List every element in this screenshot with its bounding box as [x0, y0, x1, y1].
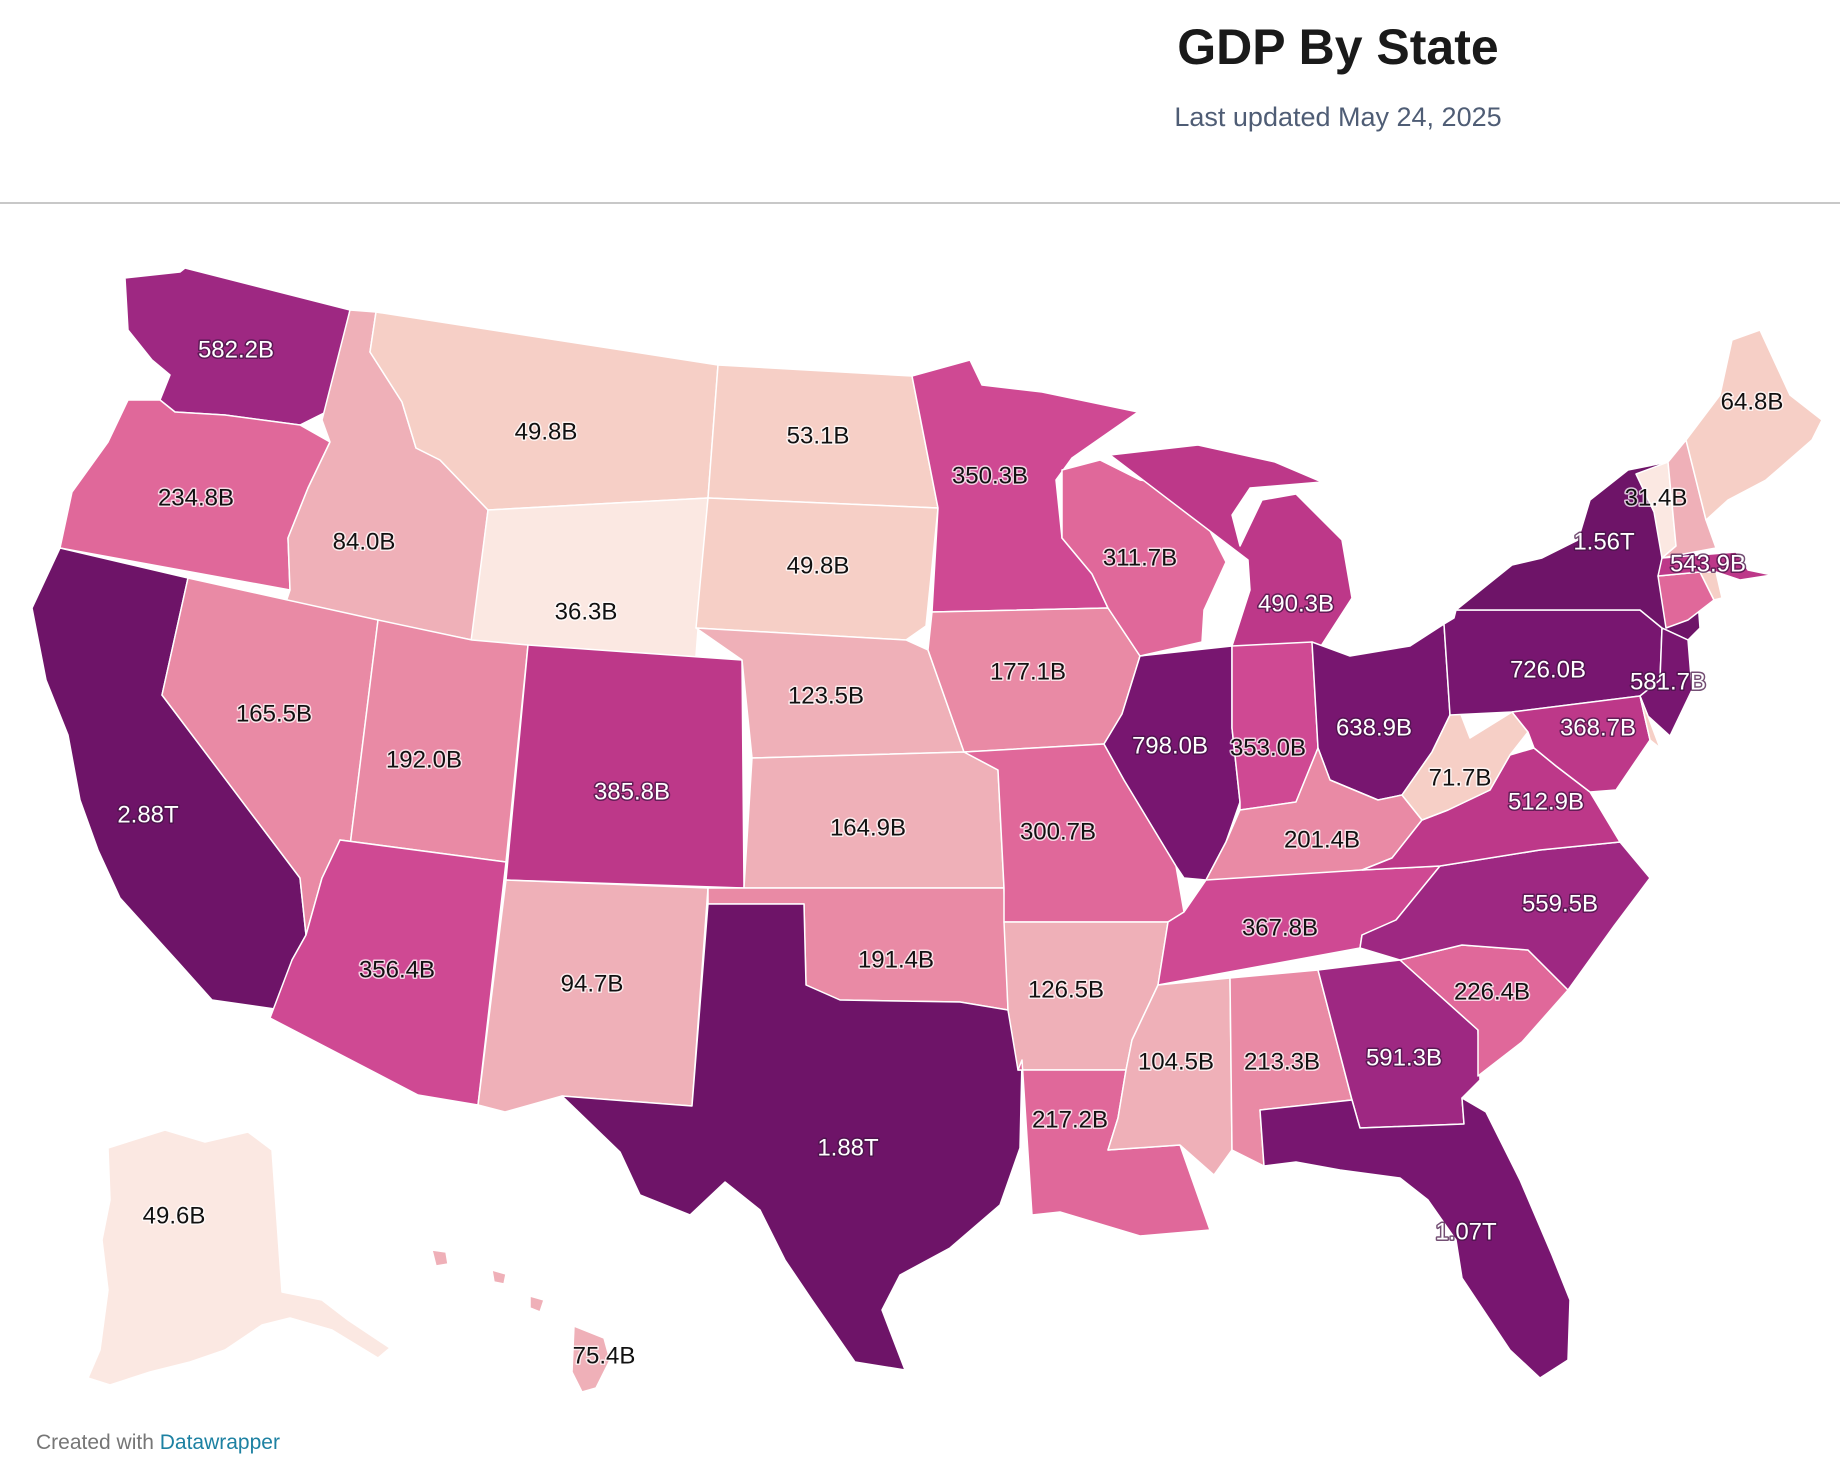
state-ma[interactable] — [1657, 551, 1773, 581]
chart-title: GDP By State — [1177, 19, 1499, 75]
state-label-ma: 543.9B — [1670, 551, 1746, 578]
state-label-ak: 49.6B — [143, 1203, 206, 1230]
state-label-vt: 31.4B — [1625, 485, 1688, 512]
state-hi[interactable] — [431, 1249, 611, 1393]
state-label-me: 64.8B — [1721, 389, 1784, 416]
state-label-ne: 123.5B — [788, 683, 864, 710]
footer-credit: Created with Datawrapper — [36, 1431, 280, 1455]
state-me[interactable] — [1685, 329, 1823, 521]
state-co[interactable] — [505, 644, 745, 889]
state-label-ut: 192.0B — [386, 747, 462, 774]
footer-prefix: Created with — [36, 1431, 154, 1454]
state-label-id: 84.0B — [333, 529, 396, 556]
us-choropleth-map: 582.2B 234.8B 2.88T 84.0B 165.5B 49.8B 36.3B 19… — [31, 267, 1823, 1393]
state-label-ar: 126.5B — [1028, 977, 1104, 1004]
state-label-md: 368.7B — [1560, 715, 1636, 742]
state-label-wi: 311.7B — [1103, 545, 1177, 572]
state-label-co: 385.8B — [594, 779, 670, 806]
state-az[interactable] — [269, 839, 507, 1106]
state-label-nc: 559.5B — [1522, 891, 1598, 918]
state-label-or: 234.8B — [158, 485, 234, 512]
state-label-sc: 226.4B — [1454, 979, 1530, 1006]
state-label-mn: 350.3B — [952, 463, 1028, 490]
state-label-tn: 367.8B — [1242, 915, 1318, 942]
state-label-va: 512.9B — [1508, 789, 1584, 816]
state-ak[interactable] — [87, 1129, 391, 1386]
chart-subtitle: Last updated May 24, 2025 — [1174, 102, 1502, 132]
state-label-wy: 36.3B — [555, 599, 618, 626]
state-label-nm: 94.7B — [561, 971, 624, 998]
state-label-sd: 49.8B — [787, 553, 850, 580]
state-label-mt: 49.8B — [515, 419, 578, 446]
state-mi[interactable] — [1109, 444, 1353, 666]
state-label-ms: 104.5B — [1138, 1049, 1214, 1076]
state-ms[interactable] — [1107, 977, 1233, 1176]
state-label-nd: 53.1B — [787, 423, 850, 450]
state-label-ga: 591.3B — [1366, 1045, 1442, 1072]
state-label-ks: 164.9B — [830, 815, 906, 842]
state-tx[interactable] — [561, 903, 1023, 1371]
state-label-in: 353.0B — [1230, 735, 1306, 762]
header-divider — [0, 202, 1840, 204]
state-label-mo: 300.7B — [1020, 819, 1096, 846]
state-nj[interactable] — [1639, 627, 1693, 737]
state-label-mi: 490.3B — [1258, 591, 1334, 618]
state-sd[interactable] — [695, 497, 939, 641]
state-label-al: 213.3B — [1244, 1049, 1320, 1076]
state-label-ok: 191.4B — [858, 947, 934, 974]
state-label-ia: 177.1B — [990, 659, 1066, 686]
state-label-nv: 165.5B — [236, 701, 312, 728]
state-label-ny: 1.56T — [1573, 529, 1635, 556]
state-label-wv: 71.7B — [1429, 765, 1492, 792]
state-label-ca: 2.88T — [117, 802, 179, 829]
state-label-oh: 638.9B — [1336, 715, 1412, 742]
state-label-ky: 201.4B — [1284, 827, 1360, 854]
state-label-nj: 581.7B — [1630, 669, 1706, 696]
state-label-hi: 75.4B — [573, 1343, 636, 1370]
state-de[interactable] — [1639, 695, 1661, 749]
state-label-fl: 1.07T — [1435, 1219, 1497, 1246]
datawrapper-link[interactable]: Datawrapper — [159, 1431, 280, 1454]
state-label-wa: 582.2B — [198, 337, 274, 364]
state-label-il: 798.0B — [1132, 733, 1208, 760]
state-label-la: 217.2B — [1032, 1107, 1108, 1134]
state-label-tx: 1.88T — [817, 1135, 879, 1162]
state-label-pa: 726.0B — [1510, 657, 1586, 684]
state-label-az: 356.4B — [359, 957, 435, 984]
state-fl[interactable] — [1259, 1097, 1571, 1379]
